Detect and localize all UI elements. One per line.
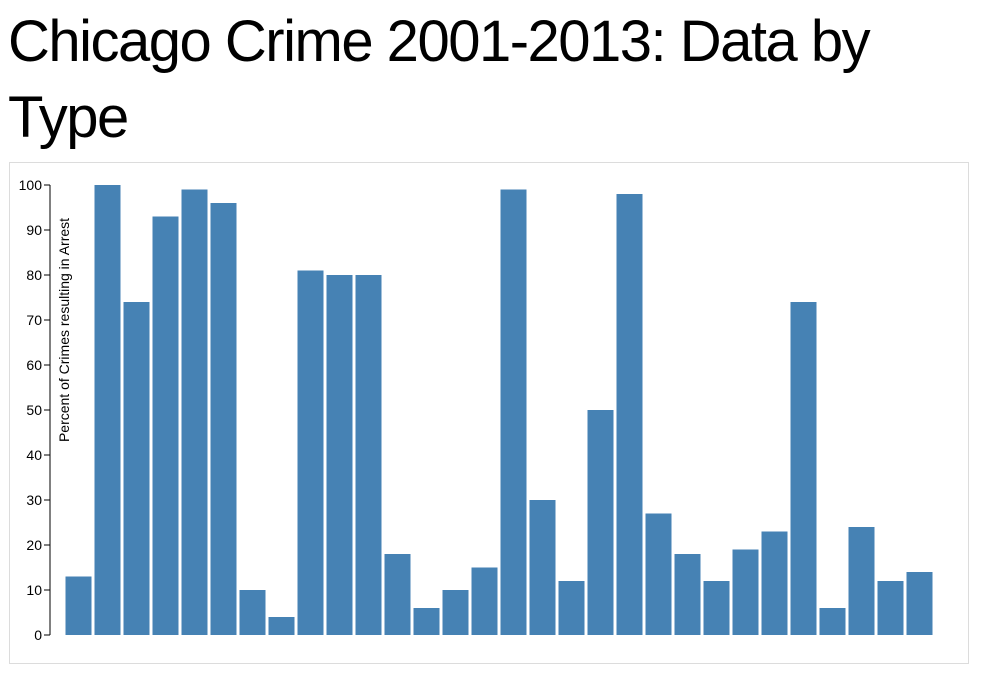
bar[interactable] bbox=[471, 567, 498, 636]
bar[interactable] bbox=[268, 617, 295, 635]
bar[interactable] bbox=[674, 554, 701, 635]
bar[interactable] bbox=[877, 581, 904, 635]
bar[interactable] bbox=[442, 590, 469, 635]
page-title: Chicago Crime 2001-2013: Data by Type bbox=[8, 9, 871, 150]
bar[interactable] bbox=[94, 185, 121, 635]
y-tick-label: 100 bbox=[19, 177, 43, 193]
bar[interactable] bbox=[703, 581, 730, 635]
bar[interactable] bbox=[616, 194, 643, 635]
bar[interactable] bbox=[645, 513, 672, 636]
y-tick-label: 70 bbox=[26, 312, 42, 328]
bar[interactable] bbox=[587, 410, 614, 635]
y-tick-label: 50 bbox=[26, 402, 42, 418]
y-axis: 0 10 20 30 40 50 60 70 80 90 100 bbox=[19, 177, 51, 643]
y-tick-label: 60 bbox=[26, 357, 42, 373]
bar[interactable] bbox=[413, 608, 440, 635]
y-tick-label: 90 bbox=[26, 222, 42, 238]
y-tick-label: 20 bbox=[26, 537, 42, 553]
bar[interactable] bbox=[790, 302, 817, 635]
bar[interactable] bbox=[65, 576, 92, 636]
bar[interactable] bbox=[123, 302, 150, 635]
chart-frame bbox=[9, 162, 969, 664]
bar[interactable] bbox=[761, 531, 788, 636]
bar[interactable] bbox=[297, 270, 324, 636]
y-axis-title: Percent of Crimes resulting in Arrest bbox=[56, 218, 72, 442]
bar[interactable] bbox=[732, 549, 759, 636]
y-tick-label: 0 bbox=[34, 627, 42, 643]
bar[interactable] bbox=[326, 275, 353, 635]
y-tick-label: 40 bbox=[26, 447, 42, 463]
bars bbox=[65, 185, 933, 636]
bar[interactable] bbox=[384, 554, 411, 635]
bar[interactable] bbox=[529, 500, 556, 635]
bar[interactable] bbox=[181, 189, 208, 636]
y-tick-label: 10 bbox=[26, 582, 42, 598]
bar[interactable] bbox=[558, 581, 585, 635]
bar[interactable] bbox=[210, 203, 237, 635]
bar[interactable] bbox=[500, 189, 527, 636]
bar[interactable] bbox=[819, 608, 846, 635]
y-tick-label: 30 bbox=[26, 492, 42, 508]
bar[interactable] bbox=[152, 216, 179, 636]
bar[interactable] bbox=[355, 275, 382, 635]
bar[interactable] bbox=[848, 527, 875, 635]
bar[interactable] bbox=[906, 572, 933, 635]
bar[interactable] bbox=[239, 590, 266, 635]
y-tick-label: 80 bbox=[26, 267, 42, 283]
